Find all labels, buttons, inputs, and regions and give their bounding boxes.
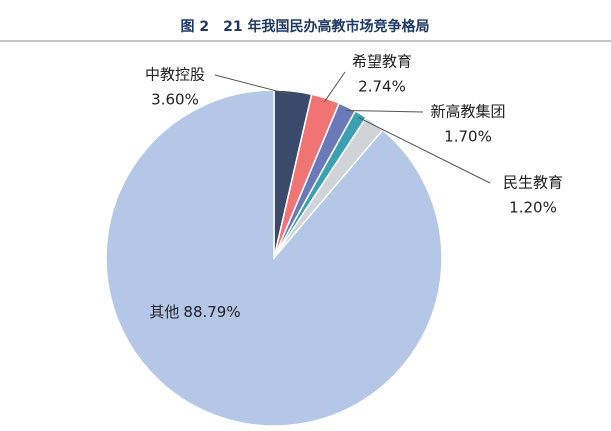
slice-label: 其他 88.79% [149,303,240,321]
category-label: 中教控股 [145,66,205,84]
category-label: 新高教集团 [430,103,505,121]
leader-line [323,71,346,103]
leader-line [214,74,293,96]
chart-title: 图 2 21 年我国民办高教市场竞争格局 [181,18,430,35]
pie-slice [105,89,443,427]
value-label: 1.20% [509,199,557,217]
value-label: 2.74% [358,78,406,96]
leader-line [345,109,424,113]
value-label: 88.79% [183,303,240,321]
category-label: 其他 [149,303,179,321]
category-label: 希望教育 [352,53,412,71]
category-label: 民生教育 [503,174,563,192]
value-label: 3.60% [151,91,199,109]
value-label: 1.70% [444,128,492,146]
leader-line [358,117,491,184]
